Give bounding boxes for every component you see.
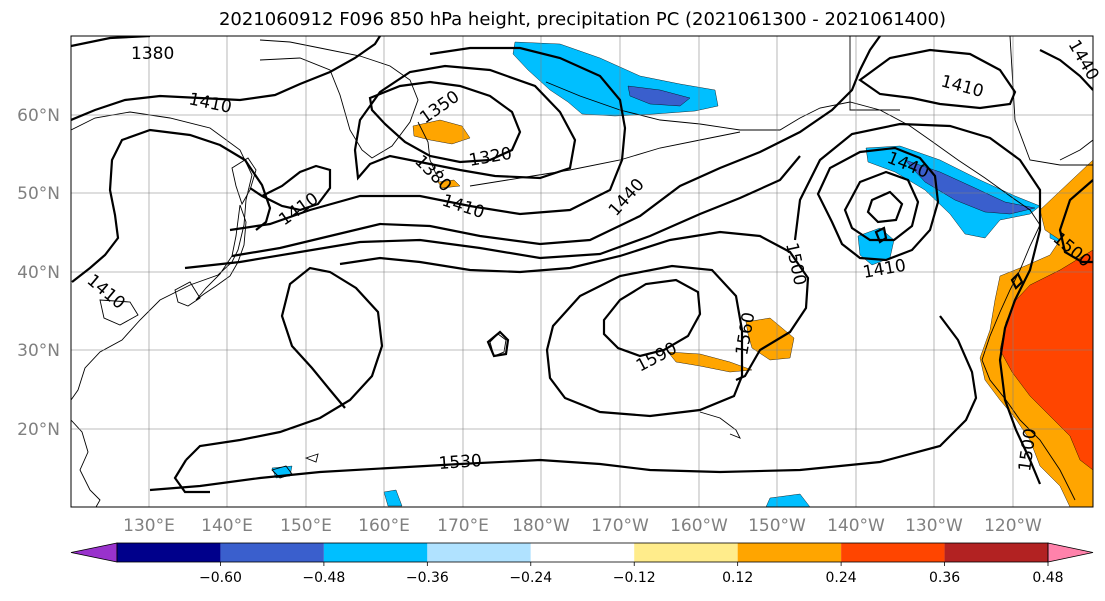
colorbar-tick-label: −0.48: [302, 570, 345, 586]
lon-label: 120°W: [984, 516, 1042, 536]
lon-label: 160°W: [670, 516, 728, 536]
contour-label: 1410: [275, 189, 322, 230]
map-frame: [70, 35, 1094, 508]
lon-label: 140°W: [827, 516, 885, 536]
colorbar-swatch: [944, 543, 1048, 562]
precip-shade-neg-wpac2: [383, 489, 403, 507]
colorbar-tick-label: −0.36: [406, 570, 449, 586]
precip-shade-neg-south: [765, 493, 811, 507]
colorbar-swatch: [530, 543, 635, 562]
lon-label: 130°E: [123, 516, 175, 536]
lat-label: 60°N: [17, 106, 60, 126]
lon-label: 180°W: [512, 516, 570, 536]
lat-label: 30°N: [17, 341, 60, 361]
contour-label: 1590: [633, 338, 681, 376]
lon-label: 150°E: [280, 516, 332, 536]
contour-label: 1320: [467, 144, 513, 171]
precip-shade-neg-pacnw-core: [904, 159, 1036, 215]
precip-shade-pos-aleutian: [437, 179, 461, 189]
colorbar-swatch: [427, 543, 531, 562]
longitude-labels: 130°E 140°E 150°E 160°E 170°E 180°W 170°…: [123, 516, 1042, 536]
lon-label: 130°W: [905, 516, 963, 536]
lon-label: 150°W: [748, 516, 806, 536]
colorbar-tick-label: 0.24: [826, 570, 857, 586]
colorbar-swatch: [737, 543, 842, 562]
colorbar-tick-label: −0.24: [509, 570, 552, 586]
lat-label: 40°N: [17, 263, 60, 283]
contour-label: 1380: [131, 44, 174, 64]
precip-shade-pos-hawaii: [745, 317, 795, 361]
height-contours: [71, 36, 1093, 494]
contour-label: 1410: [83, 271, 129, 314]
lon-label: 170°E: [437, 516, 489, 536]
colorbar-extend-low: [70, 542, 118, 563]
contour-label: 1410: [187, 89, 233, 118]
precip-shade-pos-kamchatka: [412, 119, 471, 145]
contour-label: 1380: [410, 151, 455, 196]
lat-label: 20°N: [17, 420, 60, 440]
precip-shading: [271, 41, 1093, 507]
contour-label: 1440: [1064, 37, 1103, 84]
colorbar-tick-label: 0.36: [929, 570, 960, 586]
colorbar-swatch: [841, 543, 945, 562]
colorbar-tick-label: −0.12: [613, 570, 656, 586]
contour-label: 1530: [438, 451, 483, 474]
lon-label: 160°E: [358, 516, 410, 536]
contour-label: 1500: [781, 241, 810, 287]
precip-shade-neg-alaska-core: [627, 85, 691, 107]
colorbar-outline: [116, 542, 1049, 563]
colorbar-swatch: [634, 543, 738, 562]
colorbar-swatch: [323, 543, 428, 562]
latitude-labels: 60°N 50°N 40°N 30°N 20°N: [17, 106, 60, 440]
contour-label: 1410: [939, 72, 986, 103]
colorbar: −0.60 −0.48 −0.36 −0.24 −0.12 0.12 0.24 0.36 0.4…: [70, 542, 1094, 586]
colorbar-swatch: [220, 543, 324, 562]
colorbar-swatch: [117, 543, 221, 562]
lon-label: 140°E: [201, 516, 253, 536]
colorbar-tick-label: 0.48: [1032, 570, 1063, 586]
colorbar-tick-label: 0.12: [722, 570, 753, 586]
lon-label: 170°W: [591, 516, 649, 536]
colorbar-tick-label: −0.60: [199, 570, 242, 586]
map-title: 2021060912 F096 850 hPa height, precipit…: [218, 9, 947, 30]
lat-label: 50°N: [17, 184, 60, 204]
graticule: [71, 36, 1093, 507]
colorbar-extend-high: [1047, 542, 1094, 563]
